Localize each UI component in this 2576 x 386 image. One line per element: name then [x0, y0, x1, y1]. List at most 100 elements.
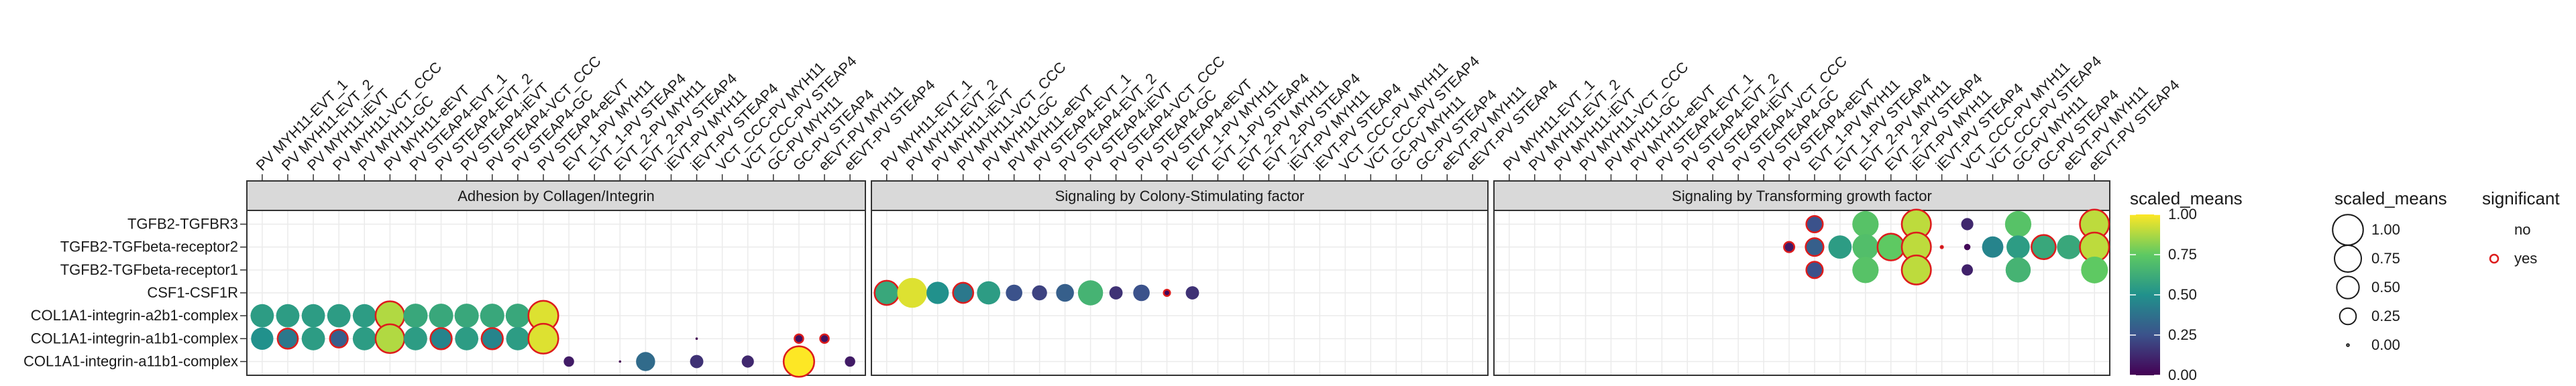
data-point	[403, 304, 428, 328]
data-point	[352, 304, 376, 328]
data-point	[695, 337, 698, 340]
data-point	[926, 281, 949, 304]
data-point	[250, 304, 274, 328]
data-point	[1163, 288, 1171, 298]
color-legend-label: 0.75	[2168, 246, 2197, 263]
data-point	[1109, 286, 1123, 300]
data-point	[2004, 210, 2032, 238]
data-point	[977, 281, 1001, 305]
data-point	[2031, 234, 2057, 260]
data-point	[741, 355, 754, 368]
color-legend-label: 0.50	[2168, 286, 2197, 303]
data-point	[1962, 264, 1974, 276]
y-axis: TGFB2-TGFBR3 TGFB2-TGFbeta-receptor2 TGFB2…	[23, 216, 247, 370]
data-point	[480, 304, 504, 328]
data-point	[1006, 284, 1022, 302]
data-point	[329, 328, 349, 348]
y-tick-label: TGFB2-TGFbeta-receptor1	[60, 261, 238, 278]
data-point	[690, 355, 704, 369]
size-legend-label: 0.00	[2371, 336, 2400, 353]
color-legend: scaled_means 1.00 0.75 0.50 0.25 0.00	[2130, 188, 2243, 383]
data-point	[1032, 285, 1047, 301]
y-tick-label: TGFB2-TGFBR3	[127, 216, 238, 233]
data-point	[429, 327, 453, 350]
size-legend-label: 0.50	[2371, 279, 2400, 296]
panel-border	[246, 210, 866, 376]
data-point	[251, 327, 274, 350]
data-point	[1805, 261, 1824, 279]
data-point	[1876, 233, 1906, 261]
strip-title: Signaling by Transforming growth factor	[1672, 188, 1932, 204]
data-point	[1056, 283, 1074, 302]
data-point	[782, 345, 815, 378]
strip-title: Adhesion by Collagen/Integrin	[458, 188, 655, 204]
data-point	[480, 327, 504, 350]
data-point	[1900, 254, 1932, 285]
facet-panel: Signaling by Transforming growth factorP…	[1493, 52, 2183, 376]
data-point	[897, 277, 928, 308]
significant-legend: significant no yes	[2482, 188, 2560, 267]
y-tick-label: TGFB2-TGFbeta-receptor2	[60, 239, 238, 255]
data-point	[1185, 286, 1199, 300]
data-point	[505, 304, 530, 328]
y-tick-label: CSF1-CSF1R	[147, 284, 238, 301]
data-point	[404, 326, 427, 350]
data-point	[564, 356, 574, 367]
data-point	[952, 281, 975, 304]
y-tick-label: COL1A1-integrin-a1b1-complex	[31, 330, 238, 346]
size-legend-key	[2339, 307, 2357, 326]
data-point	[1783, 241, 1796, 253]
data-point	[1961, 218, 1974, 231]
data-point	[301, 326, 325, 350]
data-point	[1828, 235, 1852, 259]
data-point	[1982, 236, 2004, 258]
data-point	[1852, 210, 1879, 238]
size-legend-key	[2334, 245, 2362, 273]
color-legend-label: 0.00	[2168, 367, 2197, 383]
data-point	[2006, 235, 2030, 259]
data-point	[327, 304, 351, 328]
facet-panels: TGFB2-TGFBR3 TGFB2-TGFbeta-receptor2 TGFB2…	[23, 52, 2183, 378]
size-legend-title: scaled_means	[2334, 188, 2447, 208]
data-point	[352, 326, 376, 350]
data-point	[276, 304, 300, 328]
data-point	[1964, 243, 1971, 251]
significant-legend-key	[2489, 253, 2500, 264]
data-point	[819, 333, 830, 344]
color-legend-title: scaled_means	[2130, 188, 2243, 208]
data-point	[454, 304, 479, 328]
size-legend-key	[2336, 275, 2360, 300]
data-point	[1805, 214, 1824, 234]
data-point	[2081, 256, 2108, 283]
data-point	[506, 326, 530, 350]
significant-legend-label: no	[2514, 221, 2530, 238]
size-legend-key	[2346, 343, 2350, 347]
strip-title: Signaling by Colony-Stimulating factor	[1055, 188, 1305, 204]
data-point	[873, 279, 900, 306]
legends: scaled_means 1.00 0.75 0.50 0.25 0.00 scaled…	[2130, 188, 2560, 383]
size-legend-label: 0.75	[2371, 250, 2400, 267]
significant-legend-label: yes	[2514, 250, 2537, 267]
panel-border	[1493, 210, 2110, 376]
data-point	[1805, 237, 1825, 257]
data-point	[374, 323, 406, 355]
data-point	[1852, 234, 1879, 261]
panel-border	[871, 210, 1489, 376]
y-tick-label: COL1A1-integrin-a11b1-complex	[23, 353, 238, 370]
data-point	[2057, 235, 2082, 259]
significant-legend-title: significant	[2482, 188, 2560, 208]
color-legend-label: 0.25	[2168, 326, 2197, 343]
data-point	[276, 328, 299, 350]
data-point	[636, 352, 655, 371]
data-point	[2005, 257, 2031, 283]
data-point	[794, 333, 804, 344]
strip-background	[1493, 180, 2110, 211]
y-tick-label: COL1A1-integrin-a2b1-complex	[31, 307, 238, 324]
size-legend-label: 0.25	[2371, 308, 2400, 324]
data-point	[301, 304, 325, 328]
data-point	[429, 304, 453, 328]
facet-panel: Signaling by Colony-Stimulating factorPV…	[871, 52, 1561, 376]
size-legend-label: 1.00	[2371, 221, 2400, 238]
